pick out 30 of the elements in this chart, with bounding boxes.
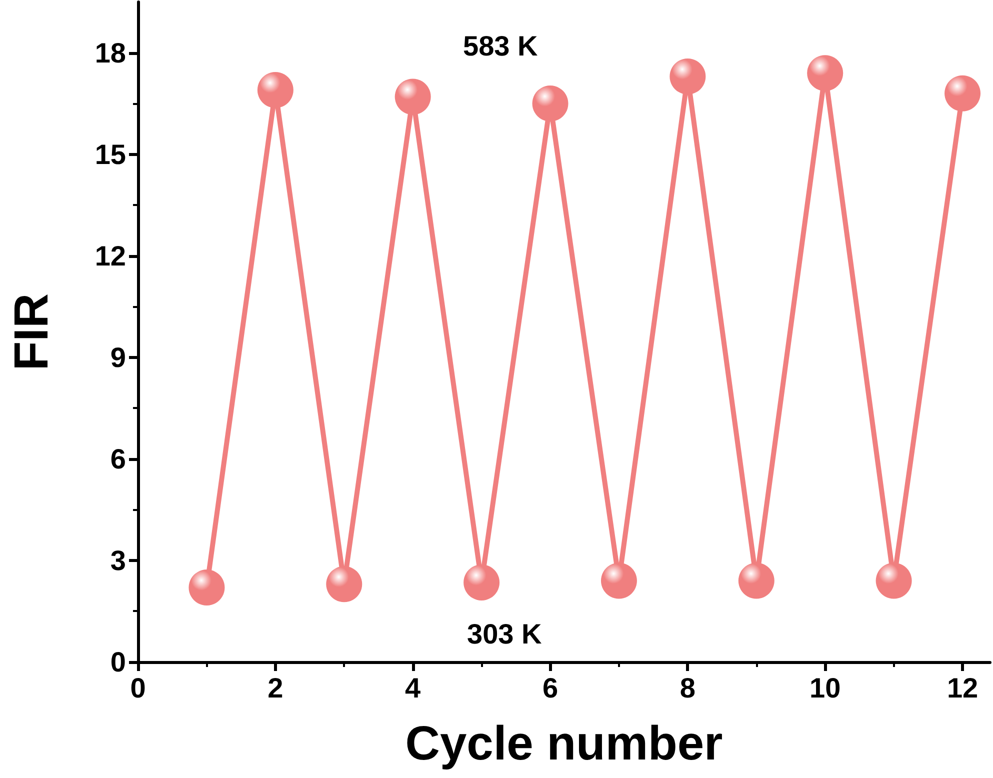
y-tick-label: 18	[94, 37, 126, 68]
x-tick-label: 0	[130, 672, 146, 704]
y-tick-label: 12	[94, 240, 126, 272]
annotation: 583 K	[463, 30, 538, 62]
point	[532, 86, 568, 122]
x-tick-label: 8	[680, 672, 696, 704]
y-axis-title: FIR	[6, 293, 58, 371]
y-tick-label: 15	[94, 138, 126, 170]
point	[188, 570, 225, 606]
x-tick-label: 2	[268, 672, 284, 704]
x-tick-label: 12	[946, 672, 978, 704]
y-tick-label: 6	[110, 443, 126, 474]
point	[944, 75, 981, 112]
point	[670, 58, 706, 94]
x-tick-label: 4	[405, 672, 422, 704]
point	[601, 562, 637, 599]
x-tick-label: 10	[810, 672, 841, 704]
point	[394, 78, 431, 115]
y-tick-label: 0	[110, 646, 126, 678]
point	[807, 55, 844, 92]
point	[464, 564, 500, 600]
point	[326, 566, 362, 602]
x-tick-label: 6	[542, 672, 558, 704]
point	[257, 72, 294, 108]
annotation: 303 K	[467, 618, 542, 650]
x-axis-title: Cycle number	[405, 718, 723, 770]
y-tick-label: 3	[110, 544, 126, 576]
point	[876, 562, 912, 599]
y-tick-label: 9	[110, 342, 126, 373]
point	[738, 562, 774, 599]
